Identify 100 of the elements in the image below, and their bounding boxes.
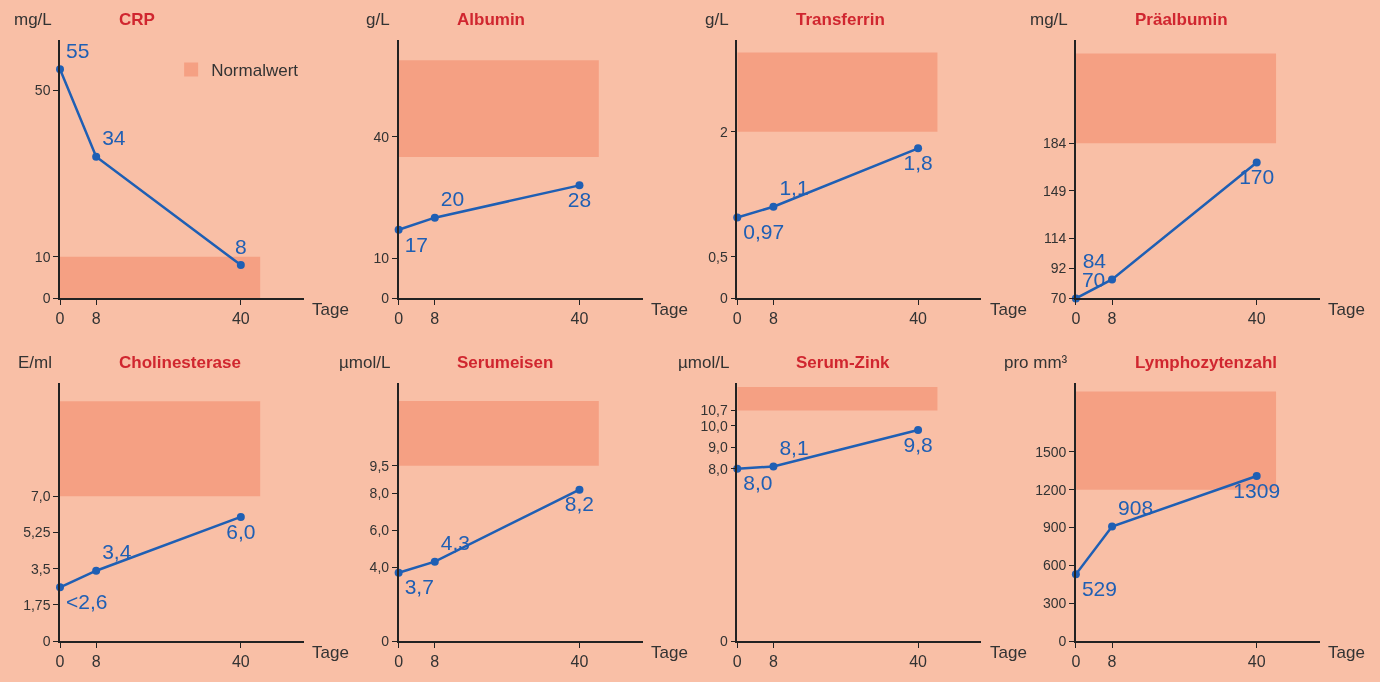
y-axis-title: µmol/L [339, 353, 391, 372]
x-tick-label: 8 [430, 310, 440, 328]
y-tick-label: 8,0 [369, 485, 390, 502]
y-axis-title: mg/L [1030, 10, 1068, 29]
y-tick-label: 4,0 [369, 559, 390, 576]
chart-title: Präalbumin [1135, 10, 1228, 29]
data-label: 170 [1239, 165, 1275, 189]
y-tick-label: 184 [1042, 135, 1067, 152]
y-tick-label: 8,0 [708, 460, 728, 477]
chart-title: Transferrin [796, 10, 885, 29]
x-tick-label: 8 [91, 310, 101, 328]
data-label: 28 [567, 188, 592, 212]
y-tick-label: 0 [381, 290, 390, 307]
y-tick-label: 300 [1042, 595, 1067, 612]
data-label: 20 [440, 187, 465, 211]
data-label: 55 [66, 38, 90, 62]
x-tick-label: 0 [394, 310, 404, 328]
chart-title: Albumin [457, 10, 525, 29]
y-tick-label: 10 [373, 249, 390, 266]
y-tick-label: 1200 [1035, 481, 1067, 498]
y-tick-label: 10,0 [700, 417, 728, 434]
y-tick-label: 40 [373, 128, 390, 145]
chart-title: Cholinesterase [119, 353, 241, 372]
y-tick-label: 0,5 [708, 248, 728, 265]
chart-title: CRP [119, 10, 155, 29]
y-tick-label: 1500 [1035, 443, 1067, 460]
y-tick-label: 149 [1042, 182, 1067, 199]
x-tick-label: 40 [231, 652, 250, 670]
y-tick-label: 9,0 [708, 439, 728, 456]
y-tick-label: 0 [42, 290, 51, 307]
data-label: 8,2 [564, 492, 595, 516]
x-axis-title: Tage [990, 643, 1027, 662]
data-label: 0,97 [743, 220, 785, 244]
x-tick-label: 8 [768, 310, 778, 328]
y-tick-label: 0 [42, 632, 51, 649]
x-tick-label: 0 [55, 652, 65, 670]
y-tick-label: 900 [1042, 519, 1067, 536]
y-tick-label: 114 [1044, 230, 1067, 247]
y-tick-label: 10,7 [700, 402, 728, 419]
x-axis-title: Tage [651, 300, 688, 319]
x-tick-label: 8 [1107, 652, 1117, 670]
x-tick-label: 0 [1071, 652, 1081, 670]
y-tick-label: 9,5 [369, 457, 390, 474]
x-tick-label: 40 [909, 310, 928, 328]
y-tick-label: 10 [34, 248, 51, 265]
data-label: 9,8 [903, 432, 933, 456]
x-tick-label: 0 [1071, 310, 1081, 328]
data-label: 6,0 [226, 519, 256, 543]
data-label: 1,8 [903, 151, 933, 175]
y-tick-label: 6,0 [369, 522, 390, 539]
x-axis-title: Tage [1328, 300, 1365, 319]
y-axis-title: pro mm³ [1004, 353, 1068, 372]
y-axis-title: g/L [366, 10, 390, 29]
x-tick-label: 40 [231, 310, 250, 328]
y-tick-label: 70 [1050, 290, 1067, 307]
x-tick-label: 40 [909, 652, 928, 670]
y-tick-label: 0 [1058, 632, 1067, 649]
data-label: 3,7 [404, 575, 434, 599]
x-tick-label: 8 [91, 652, 101, 670]
y-axis-title: mg/L [14, 10, 52, 29]
data-label: 34 [102, 126, 126, 150]
data-label: 8 [234, 234, 247, 258]
data-label: 529 [1081, 577, 1117, 601]
y-tick-label: 0 [719, 290, 728, 307]
data-label: 8,0 [743, 471, 773, 495]
chart-title: Serum-Zink [796, 353, 891, 372]
x-axis-title: Tage [651, 643, 688, 662]
chart-title: Serumeisen [457, 353, 554, 372]
y-tick-label: 92 [1050, 260, 1067, 277]
data-label: <2,6 [66, 590, 108, 613]
data-label: 908 [1118, 496, 1154, 520]
x-axis-title: Tage [1328, 643, 1365, 662]
y-axis-title: µmol/L [678, 353, 730, 372]
y-tick-label: 5,25 [23, 524, 51, 541]
x-tick-label: 8 [768, 652, 778, 670]
y-tick-label: 3,5 [30, 560, 51, 577]
x-tick-label: 40 [570, 310, 589, 328]
y-tick-label: 0 [719, 632, 728, 649]
data-label: 17 [404, 232, 428, 256]
data-label: 84 [1082, 249, 1107, 273]
data-label: 8,1 [779, 436, 809, 460]
y-tick-label: 7,0 [30, 488, 51, 505]
y-tick-label: 0 [381, 632, 390, 649]
data-label: 1309 [1233, 478, 1281, 502]
x-tick-label: 0 [732, 310, 742, 328]
x-tick-label: 40 [570, 652, 589, 670]
y-axis-title: E/ml [18, 353, 52, 372]
x-tick-label: 0 [55, 310, 65, 328]
chart-title: Lymphozytenzahl [1135, 353, 1277, 372]
x-tick-label: 8 [430, 652, 440, 670]
data-label: 3,4 [102, 540, 132, 564]
x-tick-label: 40 [1247, 652, 1266, 670]
legend-label: Normalwert [211, 61, 299, 81]
y-tick-label: 50 [34, 81, 51, 98]
x-tick-label: 0 [394, 652, 404, 670]
x-axis-title: Tage [990, 300, 1027, 319]
y-axis-title: g/L [705, 10, 729, 29]
x-tick-label: 0 [732, 652, 742, 670]
x-tick-label: 40 [1247, 310, 1266, 328]
y-tick-label: 2 [719, 123, 728, 140]
